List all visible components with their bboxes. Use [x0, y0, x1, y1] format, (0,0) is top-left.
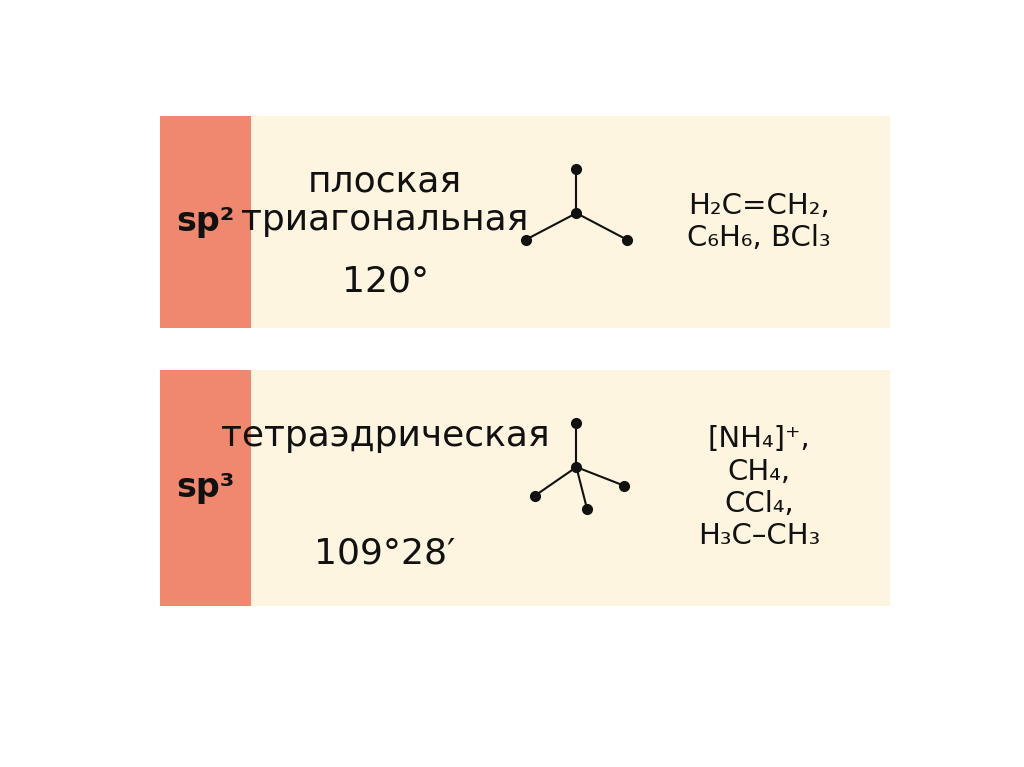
Bar: [251, 370, 890, 606]
Text: sp³: sp³: [176, 471, 234, 504]
Bar: [160, 116, 251, 328]
Bar: [251, 116, 890, 328]
Text: плоская
триагональная: плоская триагональная: [242, 164, 529, 238]
Text: sp²: sp²: [176, 206, 234, 239]
Bar: [160, 370, 251, 606]
Text: тетраэдрическая: тетраэдрическая: [221, 419, 550, 453]
Text: 120°: 120°: [342, 265, 429, 298]
Text: H₂C=CH₂,
C₆H₆, BCl₃: H₂C=CH₂, C₆H₆, BCl₃: [687, 192, 830, 252]
Text: 109°28′: 109°28′: [314, 537, 456, 571]
Text: [NH₄]⁺,
CH₄,
CCl₄,
H₃C–CH₃: [NH₄]⁺, CH₄, CCl₄, H₃C–CH₃: [697, 425, 820, 551]
